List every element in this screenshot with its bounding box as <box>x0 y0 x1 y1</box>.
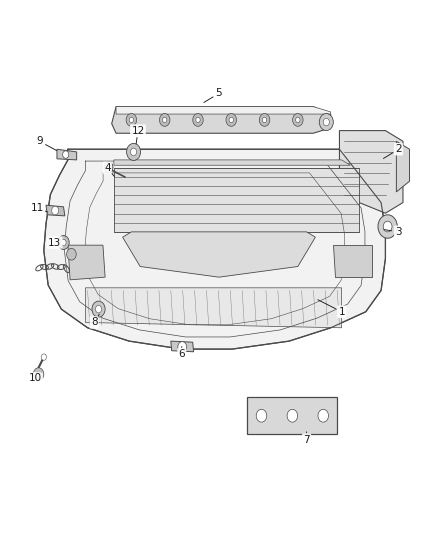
Circle shape <box>378 215 397 238</box>
Circle shape <box>323 118 329 126</box>
Polygon shape <box>123 232 315 277</box>
Text: 5: 5 <box>215 88 223 98</box>
Text: 11: 11 <box>31 203 44 213</box>
Circle shape <box>193 114 203 126</box>
Text: 1: 1 <box>338 307 345 317</box>
Text: 10: 10 <box>28 374 42 383</box>
Polygon shape <box>333 245 372 277</box>
Circle shape <box>104 162 113 173</box>
Polygon shape <box>112 107 331 133</box>
Polygon shape <box>171 341 194 352</box>
Circle shape <box>229 117 233 123</box>
Circle shape <box>256 409 267 422</box>
Text: 4: 4 <box>104 163 111 173</box>
Circle shape <box>383 221 392 232</box>
Polygon shape <box>396 141 410 192</box>
Polygon shape <box>116 107 331 114</box>
Circle shape <box>58 236 69 249</box>
Text: 7: 7 <box>303 435 310 445</box>
Polygon shape <box>114 168 359 232</box>
Circle shape <box>95 305 102 313</box>
Circle shape <box>159 114 170 126</box>
Circle shape <box>67 248 76 260</box>
Circle shape <box>61 239 66 246</box>
Circle shape <box>178 342 187 352</box>
Circle shape <box>92 301 105 317</box>
Text: 6: 6 <box>178 350 185 359</box>
Circle shape <box>63 151 69 158</box>
Circle shape <box>127 143 141 160</box>
Text: 9: 9 <box>36 136 43 146</box>
Circle shape <box>129 117 134 123</box>
Circle shape <box>126 114 137 126</box>
Text: 2: 2 <box>395 144 402 154</box>
Circle shape <box>287 409 297 422</box>
Circle shape <box>262 117 267 123</box>
Text: 8: 8 <box>91 318 98 327</box>
Polygon shape <box>247 397 337 434</box>
Circle shape <box>52 206 59 215</box>
Circle shape <box>41 354 46 360</box>
Circle shape <box>33 368 44 381</box>
Circle shape <box>296 117 300 123</box>
Polygon shape <box>68 245 105 280</box>
Circle shape <box>196 117 200 123</box>
Circle shape <box>318 409 328 422</box>
Circle shape <box>226 114 237 126</box>
Polygon shape <box>57 149 77 160</box>
Circle shape <box>319 114 333 131</box>
Circle shape <box>293 114 303 126</box>
Polygon shape <box>114 160 350 165</box>
Text: 13: 13 <box>48 238 61 247</box>
Text: 3: 3 <box>395 227 402 237</box>
Polygon shape <box>339 131 403 213</box>
Polygon shape <box>46 205 65 216</box>
Circle shape <box>259 114 270 126</box>
Circle shape <box>131 148 137 156</box>
Circle shape <box>162 117 167 123</box>
Polygon shape <box>44 149 385 349</box>
Text: 12: 12 <box>131 126 145 135</box>
Polygon shape <box>85 288 342 328</box>
